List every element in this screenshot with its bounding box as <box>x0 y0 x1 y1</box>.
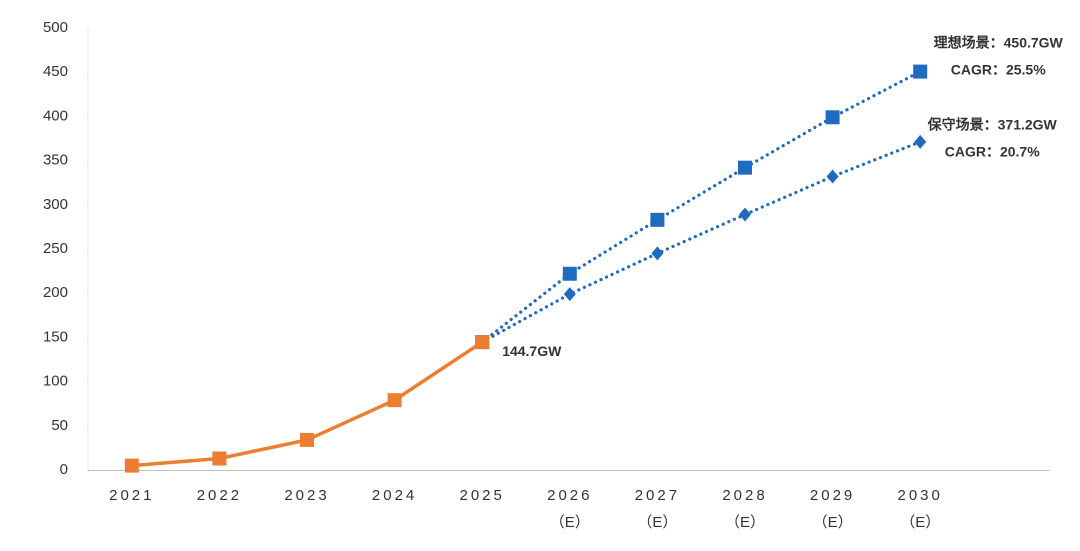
x-tick-sublabel: （E） <box>725 514 765 531</box>
x-tick-sublabel: （E） <box>900 514 940 531</box>
annotation: CAGR：20.7% <box>945 144 1040 160</box>
x-tick-label: 2030 <box>898 487 943 504</box>
marker <box>124 458 139 473</box>
annotation: CAGR：25.5% <box>951 61 1046 77</box>
annotation: 144.7GW <box>502 343 562 359</box>
marker <box>475 335 490 350</box>
x-tick-sublabel: （E） <box>550 514 590 531</box>
y-tick-label: 300 <box>43 196 68 213</box>
marker <box>738 160 752 175</box>
y-tick-label: 500 <box>43 19 68 36</box>
marker <box>650 212 665 227</box>
y-tick-label: 200 <box>43 284 68 301</box>
annotation: 保守场景：371.2GW <box>927 117 1058 133</box>
marker <box>212 451 227 466</box>
x-tick-label: 2021 <box>109 487 154 504</box>
y-tick-label: 400 <box>43 107 68 124</box>
y-tick-label: 50 <box>51 417 68 434</box>
marker <box>651 246 664 261</box>
marker <box>825 110 840 125</box>
series-line <box>480 69 922 344</box>
y-tick-label: 150 <box>43 328 68 345</box>
marker <box>739 207 751 222</box>
series-line <box>131 340 484 468</box>
y-tick-label: 350 <box>43 152 68 169</box>
marker <box>387 393 402 408</box>
marker <box>913 64 928 79</box>
marker <box>562 266 577 281</box>
y-tick-label: 0 <box>60 461 68 478</box>
y-tick-label: 250 <box>43 240 68 257</box>
annotation: 理想场景：450.7GW <box>934 34 1064 50</box>
marker <box>826 169 839 184</box>
x-tick-label: 2026 <box>547 487 592 504</box>
x-tick-sublabel: （E） <box>637 514 677 531</box>
y-tick-label: 450 <box>43 63 68 80</box>
x-tick-label: 2029 <box>810 487 855 504</box>
x-tick-label: 2023 <box>284 487 329 504</box>
marker <box>300 432 314 447</box>
x-tick-label: 2025 <box>460 487 505 504</box>
marker <box>563 287 576 302</box>
y-tick-label: 100 <box>43 373 68 390</box>
x-tick-label: 2022 <box>197 487 242 504</box>
series-line <box>480 140 922 344</box>
marker <box>914 134 927 149</box>
x-tick-label: 2027 <box>635 487 680 504</box>
x-tick-label: 2024 <box>372 487 417 504</box>
x-tick-label: 2028 <box>722 487 767 504</box>
x-tick-sublabel: （E） <box>813 514 853 531</box>
